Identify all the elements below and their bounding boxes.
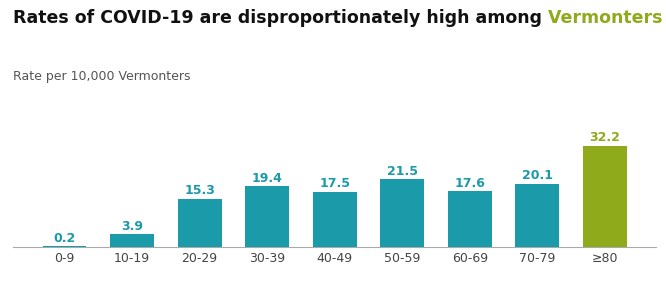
Text: 19.4: 19.4 [252, 172, 282, 184]
Bar [583, 146, 627, 246]
Text: Rates of COVID-19 are disproportionately high among: Rates of COVID-19 are disproportionately… [13, 9, 548, 27]
Text: 17.6: 17.6 [454, 177, 486, 190]
Bar [110, 234, 154, 246]
Text: 3.9: 3.9 [121, 220, 143, 233]
Bar [313, 192, 356, 246]
Text: Rate per 10,000 Vermonters: Rate per 10,000 Vermonters [13, 70, 191, 83]
Bar [515, 184, 559, 246]
Text: 15.3: 15.3 [184, 184, 215, 197]
Text: 21.5: 21.5 [387, 165, 418, 178]
Bar [245, 186, 289, 246]
Bar [178, 199, 222, 246]
Text: 32.2: 32.2 [589, 131, 620, 144]
Bar [380, 179, 424, 246]
Text: 20.1: 20.1 [521, 169, 553, 182]
Text: Vermonters 80 years and older.: Vermonters 80 years and older. [548, 9, 666, 27]
Text: 0.2: 0.2 [53, 232, 76, 245]
Bar [448, 191, 492, 246]
Text: 17.5: 17.5 [319, 177, 350, 191]
